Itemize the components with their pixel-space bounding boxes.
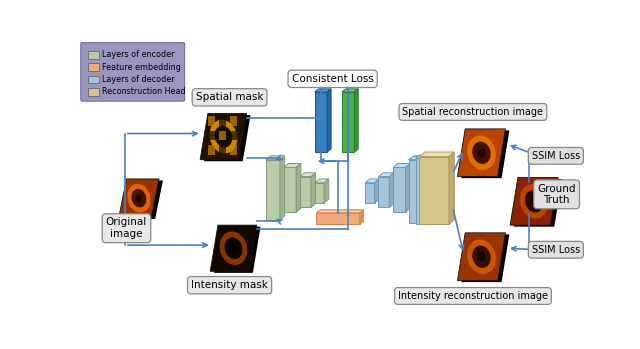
- Polygon shape: [316, 213, 360, 224]
- Polygon shape: [266, 160, 280, 220]
- Polygon shape: [410, 160, 423, 220]
- Polygon shape: [316, 210, 364, 213]
- Text: Consistent Loss: Consistent Loss: [292, 74, 374, 84]
- Polygon shape: [365, 179, 379, 183]
- Polygon shape: [365, 183, 374, 203]
- Polygon shape: [324, 179, 329, 203]
- Polygon shape: [360, 210, 364, 224]
- Polygon shape: [355, 89, 358, 152]
- Bar: [230, 146, 237, 155]
- FancyBboxPatch shape: [88, 76, 99, 83]
- Bar: [208, 146, 215, 155]
- Polygon shape: [393, 164, 410, 168]
- Polygon shape: [284, 164, 301, 168]
- FancyBboxPatch shape: [88, 88, 99, 96]
- Polygon shape: [458, 129, 506, 177]
- Ellipse shape: [131, 189, 147, 207]
- Polygon shape: [408, 157, 421, 160]
- Polygon shape: [119, 179, 159, 217]
- Ellipse shape: [531, 196, 538, 206]
- FancyBboxPatch shape: [88, 64, 99, 71]
- Bar: [208, 131, 215, 140]
- Text: SSIM Loss: SSIM Loss: [532, 151, 580, 161]
- Ellipse shape: [127, 184, 150, 213]
- Ellipse shape: [478, 252, 485, 261]
- Text: Spatial reconstruction image: Spatial reconstruction image: [403, 107, 543, 117]
- Polygon shape: [284, 168, 296, 212]
- Polygon shape: [422, 155, 426, 224]
- Polygon shape: [204, 115, 250, 161]
- Ellipse shape: [472, 142, 491, 164]
- Polygon shape: [342, 92, 355, 152]
- Polygon shape: [296, 164, 301, 212]
- Ellipse shape: [230, 244, 237, 253]
- Polygon shape: [510, 177, 558, 225]
- Polygon shape: [342, 89, 358, 92]
- Text: SSIM Loss: SSIM Loss: [532, 245, 580, 255]
- Bar: [219, 116, 226, 126]
- Bar: [208, 116, 215, 126]
- Polygon shape: [410, 156, 428, 160]
- Ellipse shape: [472, 246, 491, 268]
- Ellipse shape: [478, 148, 485, 158]
- Polygon shape: [210, 225, 257, 271]
- Polygon shape: [419, 152, 454, 157]
- Polygon shape: [200, 113, 246, 160]
- Polygon shape: [214, 227, 260, 273]
- Ellipse shape: [220, 231, 247, 265]
- FancyBboxPatch shape: [81, 43, 184, 101]
- Ellipse shape: [467, 239, 496, 274]
- Ellipse shape: [525, 190, 543, 213]
- Text: Layers of encoder: Layers of encoder: [102, 51, 175, 59]
- Polygon shape: [415, 158, 422, 224]
- Ellipse shape: [136, 194, 142, 202]
- Ellipse shape: [214, 126, 232, 147]
- Polygon shape: [315, 92, 327, 152]
- Ellipse shape: [220, 132, 227, 141]
- Polygon shape: [266, 156, 285, 160]
- Polygon shape: [461, 131, 509, 178]
- Polygon shape: [300, 177, 311, 207]
- Bar: [230, 116, 237, 126]
- Polygon shape: [449, 152, 454, 224]
- Text: Intensity reconstruction image: Intensity reconstruction image: [398, 291, 548, 301]
- Polygon shape: [378, 173, 394, 177]
- Ellipse shape: [209, 120, 237, 154]
- Polygon shape: [415, 155, 426, 158]
- Text: Ground
Truth: Ground Truth: [538, 184, 576, 205]
- Polygon shape: [393, 168, 406, 212]
- Text: Spatial mask: Spatial mask: [196, 92, 263, 102]
- Polygon shape: [514, 179, 562, 227]
- Text: Layers of decoder: Layers of decoder: [102, 75, 175, 84]
- Polygon shape: [123, 180, 163, 219]
- Polygon shape: [408, 160, 417, 223]
- Polygon shape: [461, 235, 509, 282]
- Ellipse shape: [520, 184, 548, 218]
- Polygon shape: [458, 233, 506, 281]
- Polygon shape: [374, 179, 379, 203]
- Polygon shape: [327, 89, 331, 152]
- Ellipse shape: [225, 237, 243, 259]
- Bar: [230, 131, 237, 140]
- Polygon shape: [423, 156, 428, 220]
- Ellipse shape: [467, 135, 496, 170]
- Polygon shape: [300, 173, 316, 177]
- Polygon shape: [378, 177, 389, 207]
- Polygon shape: [419, 157, 449, 224]
- Polygon shape: [315, 89, 331, 92]
- Text: Feature embedding: Feature embedding: [102, 63, 181, 72]
- Polygon shape: [311, 173, 316, 207]
- Polygon shape: [389, 173, 394, 207]
- Polygon shape: [406, 164, 410, 212]
- Polygon shape: [315, 179, 329, 183]
- Polygon shape: [417, 157, 421, 223]
- Polygon shape: [280, 156, 285, 220]
- Bar: [219, 146, 226, 155]
- Text: Intensity mask: Intensity mask: [191, 280, 268, 290]
- FancyBboxPatch shape: [88, 51, 99, 59]
- Text: Reconstruction Head: Reconstruction Head: [102, 88, 186, 96]
- Text: Original
image: Original image: [106, 217, 147, 239]
- Bar: [219, 131, 226, 140]
- Polygon shape: [315, 183, 324, 203]
